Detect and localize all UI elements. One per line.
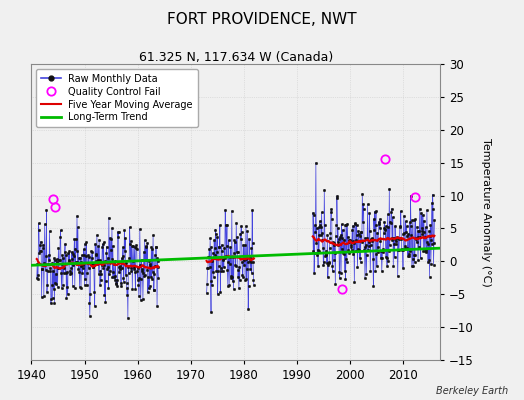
Title: 61.325 N, 117.634 W (Canada): 61.325 N, 117.634 W (Canada) (139, 51, 333, 64)
Text: FORT PROVIDENCE, NWT: FORT PROVIDENCE, NWT (167, 12, 357, 27)
Legend: Raw Monthly Data, Quality Control Fail, Five Year Moving Average, Long-Term Tren: Raw Monthly Data, Quality Control Fail, … (36, 69, 198, 127)
Text: Berkeley Earth: Berkeley Earth (436, 386, 508, 396)
Y-axis label: Temperature Anomaly (°C): Temperature Anomaly (°C) (481, 138, 491, 286)
